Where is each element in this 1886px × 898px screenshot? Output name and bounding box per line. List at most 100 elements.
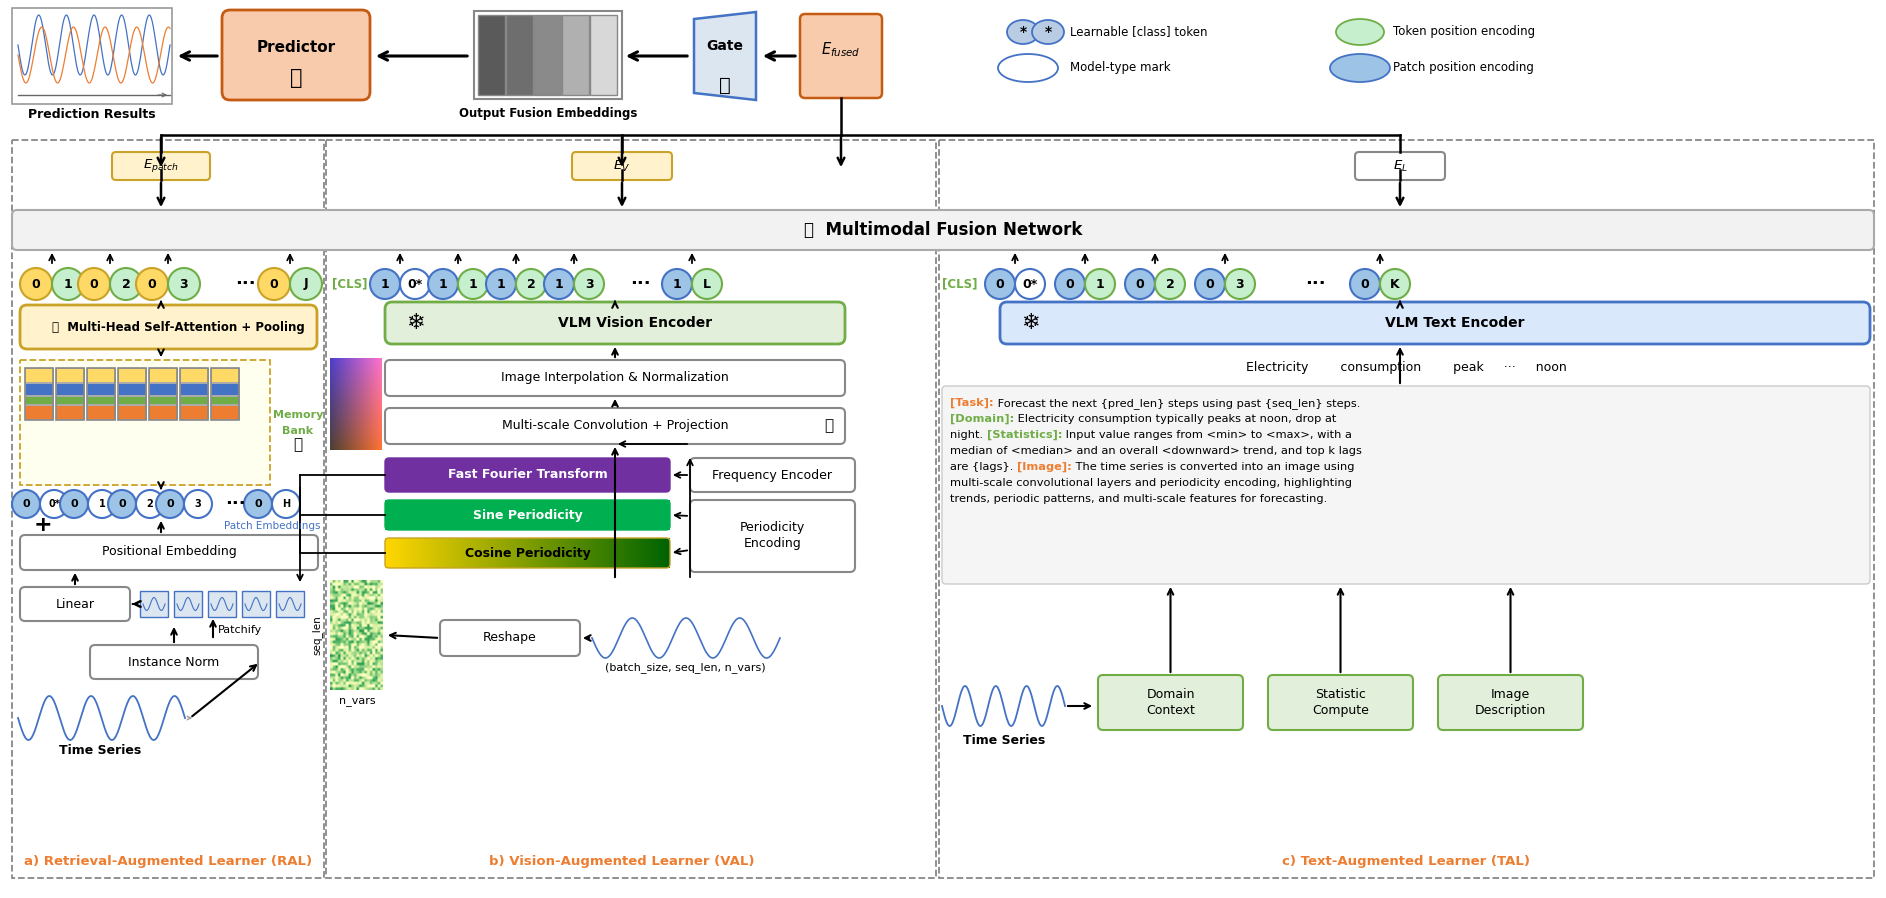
Text: Time Series: Time Series xyxy=(58,744,141,756)
Text: 0: 0 xyxy=(147,277,157,290)
Text: night.: night. xyxy=(951,430,986,440)
Ellipse shape xyxy=(109,268,141,300)
FancyBboxPatch shape xyxy=(385,458,670,492)
Text: Instance Norm: Instance Norm xyxy=(128,656,219,668)
Text: VLM Text Encoder: VLM Text Encoder xyxy=(1384,316,1524,330)
Text: ···: ··· xyxy=(1305,275,1326,293)
Ellipse shape xyxy=(136,268,168,300)
Text: 0*: 0* xyxy=(407,277,422,290)
Ellipse shape xyxy=(1335,19,1384,45)
Text: 1: 1 xyxy=(64,277,72,290)
FancyBboxPatch shape xyxy=(11,210,1875,250)
Ellipse shape xyxy=(11,490,40,518)
Bar xyxy=(57,368,85,382)
Bar xyxy=(590,15,617,95)
Text: 🔥: 🔥 xyxy=(719,75,732,94)
FancyBboxPatch shape xyxy=(941,386,1871,584)
Text: Input value ranges from <min> to <max>, with a: Input value ranges from <min> to <max>, … xyxy=(1062,430,1352,440)
Text: Model-type mark: Model-type mark xyxy=(1069,61,1171,75)
FancyBboxPatch shape xyxy=(1000,302,1871,344)
Ellipse shape xyxy=(998,54,1058,82)
Text: Token position encoding: Token position encoding xyxy=(1394,25,1535,39)
Bar xyxy=(11,140,324,878)
Ellipse shape xyxy=(1226,269,1254,299)
Text: Patchify: Patchify xyxy=(219,625,262,635)
Bar xyxy=(179,396,207,404)
Bar xyxy=(25,405,53,419)
Text: Prediction Results: Prediction Results xyxy=(28,109,157,121)
Text: Multi-scale Convolution + Projection: Multi-scale Convolution + Projection xyxy=(502,419,728,433)
Text: Linear: Linear xyxy=(55,597,94,611)
Text: 🔥: 🔥 xyxy=(290,68,302,88)
FancyBboxPatch shape xyxy=(21,305,317,349)
Bar xyxy=(25,368,53,420)
Text: Memory: Memory xyxy=(273,409,323,419)
Text: $E_L$: $E_L$ xyxy=(1392,158,1407,173)
Bar xyxy=(119,405,145,419)
Text: 0: 0 xyxy=(119,499,126,509)
Text: Positional Embedding: Positional Embedding xyxy=(102,545,236,559)
Text: 2: 2 xyxy=(147,499,153,509)
Text: L: L xyxy=(703,277,711,290)
Text: [Domain]:: [Domain]: xyxy=(951,414,1015,424)
Text: a) Retrieval-Augmented Learner (RAL): a) Retrieval-Augmented Learner (RAL) xyxy=(25,856,311,868)
Text: $E_{fused}$: $E_{fused}$ xyxy=(820,40,860,59)
Ellipse shape xyxy=(1015,269,1045,299)
Text: [Image]:: [Image]: xyxy=(1017,462,1071,472)
Text: 2: 2 xyxy=(526,277,536,290)
Text: b) Vision-Augmented Learner (VAL): b) Vision-Augmented Learner (VAL) xyxy=(488,856,754,868)
Text: Image Interpolation & Normalization: Image Interpolation & Normalization xyxy=(502,372,728,384)
Ellipse shape xyxy=(272,490,300,518)
Text: [CLS]: [CLS] xyxy=(332,277,368,290)
Bar xyxy=(87,368,115,382)
Text: Compute: Compute xyxy=(1313,704,1369,717)
FancyBboxPatch shape xyxy=(571,152,671,180)
FancyBboxPatch shape xyxy=(91,645,258,679)
Text: ❄: ❄ xyxy=(405,313,424,333)
Ellipse shape xyxy=(60,490,89,518)
Text: Encoding: Encoding xyxy=(743,538,802,550)
FancyBboxPatch shape xyxy=(21,535,319,570)
Ellipse shape xyxy=(662,269,692,299)
Text: multi-scale convolutional layers and periodicity encoding, highlighting: multi-scale convolutional layers and per… xyxy=(951,478,1352,488)
Text: c) Text-Augmented Learner (TAL): c) Text-Augmented Learner (TAL) xyxy=(1282,856,1530,868)
Text: 🔥: 🔥 xyxy=(824,418,834,434)
FancyBboxPatch shape xyxy=(111,152,209,180)
Text: 3: 3 xyxy=(179,277,189,290)
Ellipse shape xyxy=(984,269,1015,299)
Text: 🔥: 🔥 xyxy=(294,437,302,452)
Text: *: * xyxy=(1020,25,1026,39)
Text: K: K xyxy=(1390,277,1399,290)
Ellipse shape xyxy=(243,490,272,518)
Ellipse shape xyxy=(1032,20,1064,44)
Text: 🔥  Multimodal Fusion Network: 🔥 Multimodal Fusion Network xyxy=(803,221,1083,239)
Text: 0: 0 xyxy=(70,499,77,509)
Ellipse shape xyxy=(370,269,400,299)
Ellipse shape xyxy=(1154,269,1184,299)
Text: median of <median> and an overall <downward> trend, and top k lags: median of <median> and an overall <downw… xyxy=(951,446,1362,456)
Ellipse shape xyxy=(543,269,573,299)
Bar xyxy=(119,368,145,382)
Bar xyxy=(562,15,588,95)
FancyBboxPatch shape xyxy=(1354,152,1445,180)
Bar xyxy=(11,8,172,104)
Bar xyxy=(119,368,145,420)
Bar xyxy=(57,368,85,420)
Bar xyxy=(87,405,115,419)
Ellipse shape xyxy=(1007,20,1039,44)
Text: [CLS]: [CLS] xyxy=(943,277,977,290)
Text: VLM Vision Encoder: VLM Vision Encoder xyxy=(558,316,713,330)
Bar xyxy=(326,140,935,878)
Ellipse shape xyxy=(168,268,200,300)
Ellipse shape xyxy=(108,490,136,518)
Text: Context: Context xyxy=(1147,704,1196,717)
Text: 0: 0 xyxy=(166,499,174,509)
Text: 0: 0 xyxy=(1360,277,1369,290)
Ellipse shape xyxy=(487,269,517,299)
Ellipse shape xyxy=(1084,269,1115,299)
Ellipse shape xyxy=(1330,54,1390,82)
Text: Statistic: Statistic xyxy=(1315,688,1365,701)
Polygon shape xyxy=(694,12,756,100)
Text: Gate: Gate xyxy=(707,39,743,53)
Text: 1: 1 xyxy=(98,499,106,509)
